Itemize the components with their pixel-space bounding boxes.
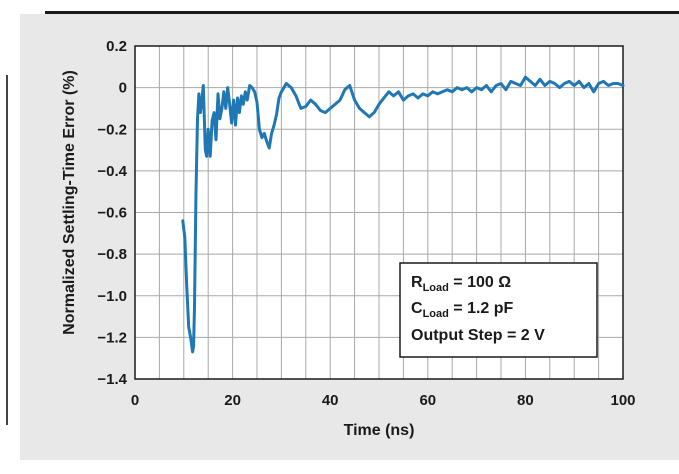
x-tick-label: 60 bbox=[419, 392, 436, 409]
y-tick-label: −1.0 bbox=[97, 288, 127, 305]
legend-output-step-text: Output Step = 2 V bbox=[411, 327, 545, 344]
x-axis-label: Time (ns) bbox=[344, 422, 415, 439]
top-rule bbox=[45, 11, 679, 14]
y-axis-label: Normalized Settling-Time Error (%) bbox=[61, 70, 78, 335]
y-tick-label: −0.2 bbox=[97, 121, 127, 138]
x-tick-labels: 0 20 40 60 80 100 bbox=[131, 392, 636, 409]
legend-box: RLoad = 100 Ω CLoad = 1.2 pF Output Step… bbox=[399, 262, 598, 358]
series-line bbox=[181, 75, 625, 354]
y-tick-label: −0.8 bbox=[97, 246, 127, 263]
y-tick-label: −1.4 bbox=[97, 371, 127, 388]
legend-line-r-load: RLoad = 100 Ω bbox=[411, 274, 511, 294]
y-tick-label: −0.4 bbox=[97, 163, 127, 180]
x-tick-label: 100 bbox=[610, 392, 635, 409]
legend-line-output-step: Output Step = 2 V bbox=[411, 327, 545, 344]
y-tick-label: −0.6 bbox=[97, 205, 127, 222]
left-rule bbox=[6, 75, 8, 425]
legend-c-subscript: Load bbox=[423, 308, 449, 320]
y-tick-label: 0 bbox=[119, 80, 127, 97]
x-tick-label: 40 bbox=[322, 392, 339, 409]
legend-r-subscript: Load bbox=[423, 282, 449, 294]
legend-c-symbol: C bbox=[411, 300, 423, 317]
y-tick-labels: 0.2 0 −0.2 −0.4 −0.6 −0.8 −1.0 −1.2 −1.4 bbox=[97, 38, 127, 388]
legend-frame bbox=[399, 262, 598, 358]
legend-c-value: = 1.2 pF bbox=[449, 300, 514, 317]
legend-r-value: = 100 Ω bbox=[449, 274, 511, 291]
x-tick-label: 0 bbox=[131, 392, 139, 409]
y-tick-label: −1.2 bbox=[97, 329, 127, 346]
plot-frame bbox=[134, 45, 624, 380]
x-tick-label: 80 bbox=[517, 392, 534, 409]
legend-line-c-load: CLoad = 1.2 pF bbox=[411, 300, 514, 320]
legend-r-symbol: R bbox=[411, 274, 423, 291]
x-tick-label: 20 bbox=[224, 392, 241, 409]
y-tick-label: 0.2 bbox=[106, 38, 127, 55]
